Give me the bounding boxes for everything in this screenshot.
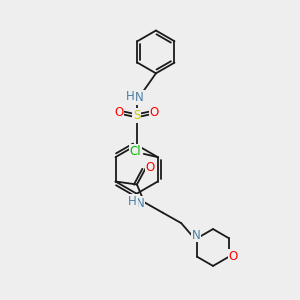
Text: N: N (192, 229, 200, 242)
Text: N: N (136, 197, 144, 210)
Text: N: N (135, 91, 144, 104)
Text: O: O (229, 250, 238, 263)
Text: H: H (128, 195, 137, 208)
Text: Cl: Cl (130, 145, 141, 158)
Text: S: S (133, 109, 140, 122)
Text: O: O (114, 106, 123, 119)
Text: H: H (126, 90, 135, 103)
Text: O: O (146, 161, 154, 174)
Text: O: O (150, 106, 159, 119)
